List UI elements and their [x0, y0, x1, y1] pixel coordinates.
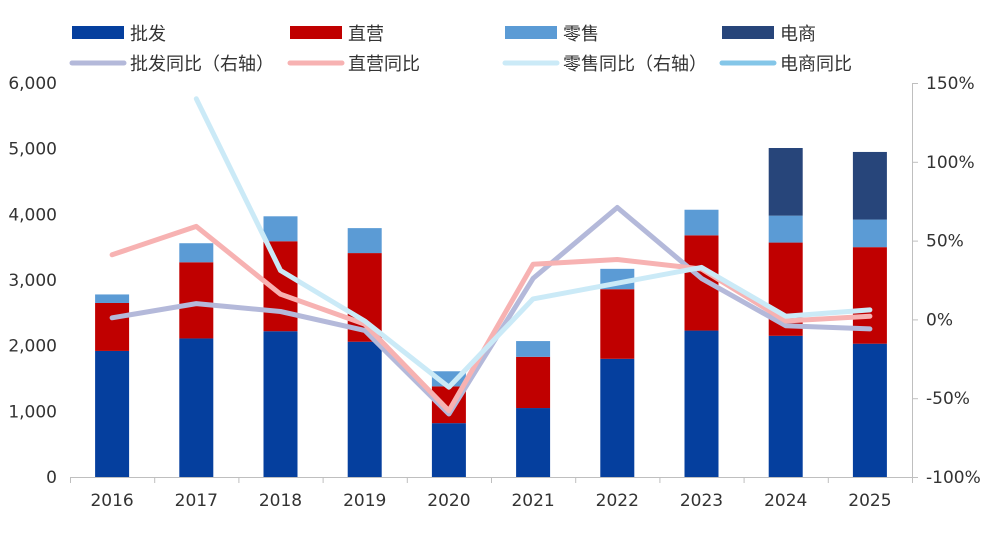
legend-label: 批发	[130, 24, 166, 45]
x-tick-label: 2022	[596, 491, 639, 511]
x-tick-label: 2020	[427, 491, 470, 511]
bar-segment	[768, 148, 803, 216]
series-line	[109, 205, 873, 417]
y-tick-label: 6,000	[8, 74, 57, 94]
legend-item: 零售同比（右轴）	[502, 54, 707, 75]
x-tick-label: 2019	[343, 491, 386, 511]
legend-label: 电商	[780, 24, 816, 45]
bar-segment	[852, 151, 887, 220]
legend-item: 直营	[290, 24, 384, 45]
x-tick-label: 2025	[848, 491, 891, 511]
x-tick-label: 2017	[175, 491, 218, 511]
legend-swatch	[505, 26, 557, 39]
x-tick-label: 2018	[259, 491, 302, 511]
legend-label: 零售	[563, 24, 599, 45]
y-tick-label: 3,000	[8, 271, 57, 291]
bar-segment	[516, 356, 551, 409]
legend-label: 直营同比	[348, 54, 420, 75]
bar-segment	[768, 335, 803, 477]
bar-segment	[768, 215, 803, 243]
bar-segment	[95, 294, 130, 303]
bar-segment	[600, 289, 635, 359]
bar-segment	[600, 358, 635, 477]
bar-segment	[263, 216, 298, 242]
x-tick-label: 2023	[680, 491, 723, 511]
y2-tick-label: 150%	[926, 74, 975, 94]
lines	[109, 96, 873, 417]
x-tick-label: 2016	[90, 491, 133, 511]
legend-item: 直营同比	[287, 54, 420, 75]
bar-segment	[95, 302, 130, 351]
bar-segment	[684, 209, 719, 236]
x-tick-label: 2024	[764, 491, 807, 511]
axes: 0 1,000 2,000 3,000 4,000 5,000 6,000 -100% -50%…	[8, 74, 980, 511]
legend-label: 零售同比（右轴）	[563, 54, 707, 75]
legend-label: 批发同比（右轴）	[130, 54, 274, 75]
y-tick-label: 0	[46, 468, 57, 488]
legend-item: 电商同比	[719, 54, 852, 75]
legend-swatch	[72, 26, 124, 39]
legend-swatch	[290, 26, 342, 39]
y2-tick-label: 0%	[926, 310, 953, 330]
bar-segment	[431, 423, 466, 477]
bar-segment	[347, 341, 382, 477]
bar-segment	[516, 341, 551, 357]
bar-segment	[852, 219, 887, 248]
bar-segment	[179, 243, 214, 263]
y2-tick-label: 50%	[926, 232, 964, 252]
y-tick-label: 2,000	[8, 337, 57, 357]
legend-label: 电商同比	[780, 54, 852, 75]
legend-label: 直营	[348, 24, 384, 45]
bar-segment	[516, 408, 551, 477]
bar-segment	[179, 262, 214, 339]
bar-segment	[95, 350, 130, 477]
bar-segment	[263, 331, 298, 477]
bar-segment	[347, 228, 382, 254]
legend-item: 批发同比（右轴）	[69, 54, 274, 75]
legend-swatch	[722, 26, 774, 39]
bar-segment	[684, 330, 719, 477]
bar-segment	[852, 343, 887, 477]
legend-item: 电商	[722, 24, 816, 45]
bar-segment	[179, 338, 214, 477]
x-tick-label: 2021	[511, 491, 554, 511]
series-line	[109, 223, 873, 414]
y-tick-label: 4,000	[8, 205, 57, 225]
y-tick-label: 5,000	[8, 140, 57, 160]
y2-tick-label: -50%	[926, 389, 970, 409]
legend-item: 零售	[505, 24, 599, 45]
y2-tick-label: -100%	[926, 468, 981, 488]
y2-tick-label: 100%	[926, 153, 975, 173]
series-line	[193, 96, 873, 390]
legend-item: 批发	[72, 24, 166, 45]
y-tick-label: 1,000	[8, 402, 57, 422]
